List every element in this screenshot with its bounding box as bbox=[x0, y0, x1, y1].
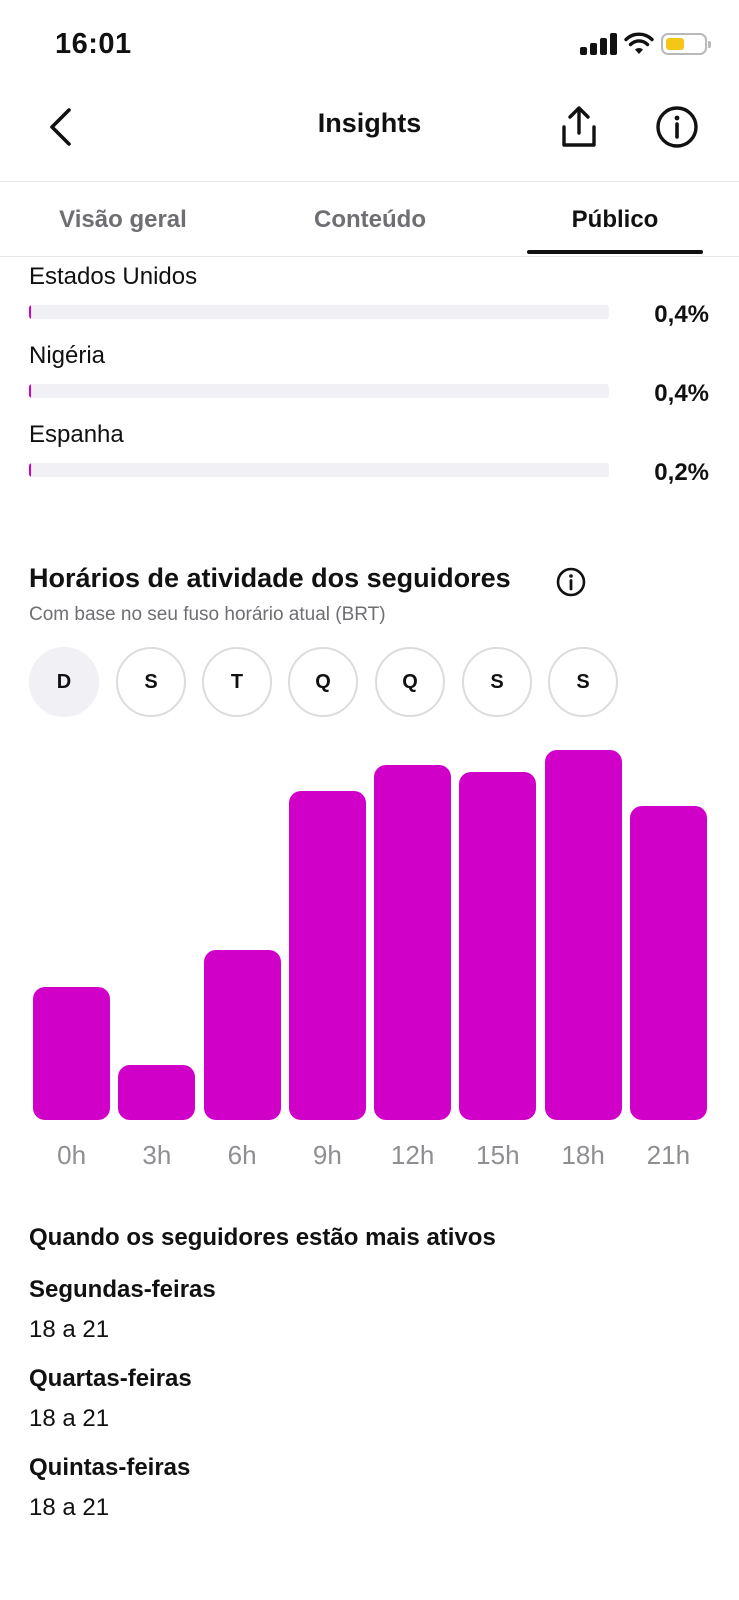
most-active-range: 18 a 21 bbox=[29, 1494, 110, 1521]
country-bar-fill bbox=[29, 305, 32, 319]
day-chip-saturday[interactable]: S bbox=[548, 647, 618, 717]
day-chip-monday[interactable]: S bbox=[116, 647, 186, 717]
chart-bar-15h bbox=[459, 772, 537, 1120]
active-tab-indicator bbox=[527, 250, 703, 254]
status-bar: 16:01 bbox=[0, 0, 739, 90]
chart-bar-0h bbox=[33, 986, 111, 1120]
day-selector: D S T Q Q S S bbox=[29, 647, 729, 719]
activity-bar-chart: 0h 3h 6h 9h 12h 15h 18h 21h bbox=[29, 750, 711, 1180]
list-item: Estados Unidos 0,4% bbox=[29, 263, 709, 343]
day-chip-wednesday[interactable]: Q bbox=[288, 647, 358, 717]
day-chip-sunday[interactable]: D bbox=[29, 647, 99, 717]
most-active-day: Quintas-feiras bbox=[29, 1454, 191, 1481]
chevron-left-icon bbox=[50, 108, 71, 146]
country-bar-track bbox=[29, 463, 609, 477]
country-bar-fill bbox=[29, 384, 32, 398]
x-tick-label: 0h bbox=[57, 1140, 87, 1170]
chart-bar-18h bbox=[544, 750, 622, 1120]
list-item: Segundas-feiras 18 a 21 bbox=[29, 1276, 216, 1344]
page-title: Insights bbox=[317, 108, 422, 138]
list-item: Nigéria 0,4% bbox=[29, 342, 709, 422]
x-tick-label: 6h bbox=[227, 1140, 257, 1170]
chart-bar-12h bbox=[374, 764, 452, 1120]
cellular-signal-icon bbox=[580, 33, 618, 55]
share-icon bbox=[562, 106, 596, 147]
most-active-day: Segundas-feiras bbox=[29, 1276, 216, 1303]
share-button[interactable] bbox=[555, 102, 603, 152]
country-percent: 0,2% bbox=[654, 459, 709, 486]
country-name: Estados Unidos bbox=[29, 263, 198, 290]
back-button[interactable] bbox=[40, 102, 80, 152]
tab-content[interactable]: Conteúdo bbox=[314, 206, 426, 233]
battery-icon bbox=[661, 33, 711, 55]
info-icon[interactable] bbox=[555, 566, 587, 598]
country-bar-track bbox=[29, 305, 609, 319]
country-percent: 0,4% bbox=[654, 380, 709, 407]
activity-section-title: Horários de atividade dos seguidores bbox=[29, 563, 511, 593]
x-tick-label: 9h bbox=[312, 1140, 342, 1170]
chart-bar-6h bbox=[203, 949, 281, 1120]
info-icon bbox=[656, 106, 698, 148]
tab-overview[interactable]: Visão geral bbox=[59, 206, 187, 233]
day-chip-tuesday[interactable]: T bbox=[202, 647, 272, 717]
country-name: Espanha bbox=[29, 421, 124, 448]
day-chip-thursday[interactable]: Q bbox=[375, 647, 445, 717]
wifi-icon bbox=[624, 32, 654, 54]
day-chip-friday[interactable]: S bbox=[462, 647, 532, 717]
list-item: Espanha 0,2% bbox=[29, 421, 709, 501]
chart-bar-9h bbox=[288, 790, 366, 1120]
country-bar-track bbox=[29, 384, 609, 398]
nav-bar: Insights bbox=[0, 90, 739, 182]
tab-audience[interactable]: Público bbox=[571, 206, 659, 233]
country-bar-fill bbox=[29, 463, 31, 477]
most-active-range: 18 a 21 bbox=[29, 1405, 110, 1432]
x-tick-label: 12h bbox=[390, 1140, 435, 1170]
info-button[interactable] bbox=[652, 102, 702, 152]
x-tick-label: 18h bbox=[561, 1140, 605, 1170]
x-tick-label: 21h bbox=[646, 1140, 691, 1170]
list-item: Quartas-feiras 18 a 21 bbox=[29, 1365, 192, 1433]
chart-bar-21h bbox=[629, 805, 707, 1120]
x-tick-label: 15h bbox=[476, 1140, 520, 1170]
x-tick-label: 3h bbox=[142, 1140, 172, 1170]
chart-bar-3h bbox=[118, 1064, 196, 1120]
most-active-title: Quando os seguidores estão mais ativos bbox=[29, 1224, 496, 1251]
status-time: 16:01 bbox=[55, 28, 132, 60]
most-active-range: 18 a 21 bbox=[29, 1316, 110, 1343]
tab-bar: Visão geral Conteúdo Público bbox=[0, 182, 739, 257]
activity-section-subtitle: Com base no seu fuso horário atual (BRT) bbox=[29, 604, 386, 625]
country-percent: 0,4% bbox=[654, 301, 709, 328]
most-active-day: Quartas-feiras bbox=[29, 1365, 192, 1392]
country-name: Nigéria bbox=[29, 342, 106, 369]
list-item: Quintas-feiras 18 a 21 bbox=[29, 1454, 190, 1522]
